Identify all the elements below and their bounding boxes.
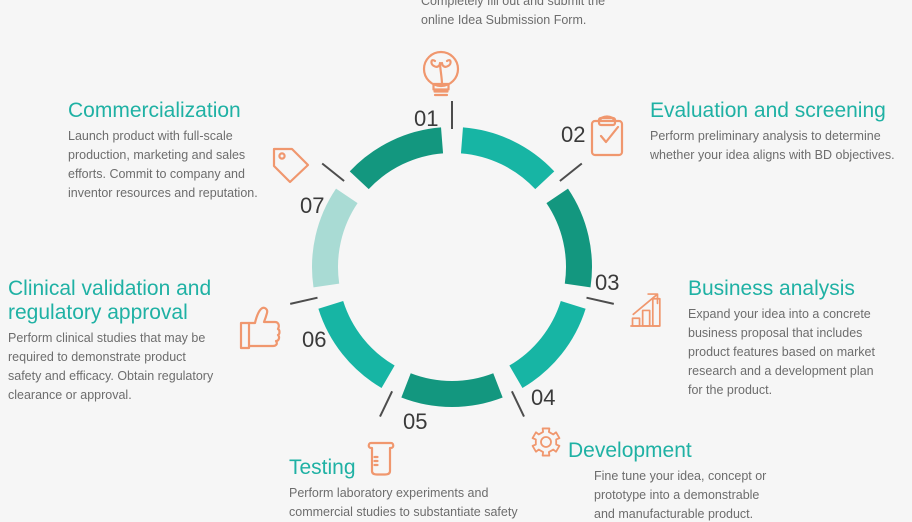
svg-text:05: 05 <box>403 409 427 434</box>
svg-text:07: 07 <box>300 193 324 218</box>
svg-text:04: 04 <box>531 385 555 410</box>
svg-text:02: 02 <box>561 122 585 147</box>
svg-text:06: 06 <box>302 327 326 352</box>
svg-text:03: 03 <box>595 270 619 295</box>
svg-text:01: 01 <box>414 106 438 131</box>
